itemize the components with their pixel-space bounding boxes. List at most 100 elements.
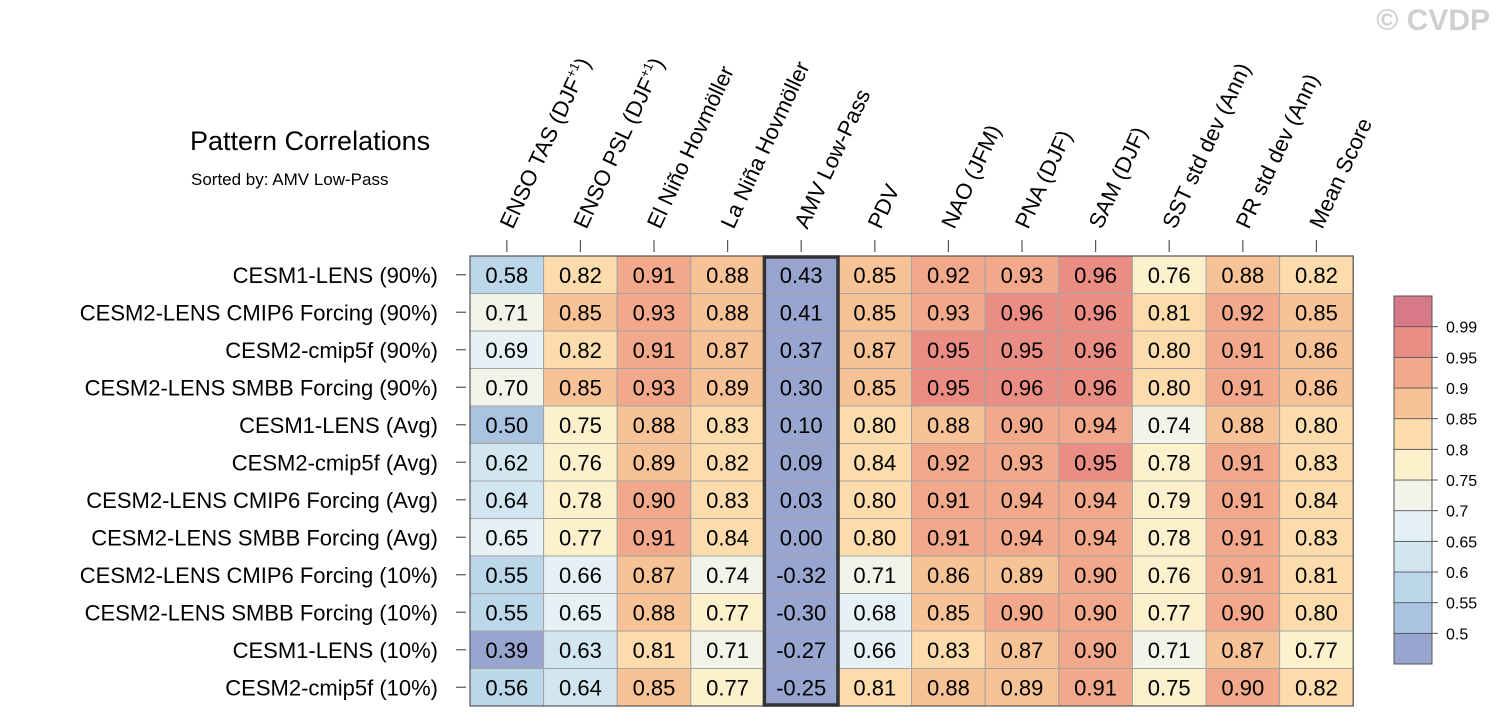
cell-value-label: 0.80 bbox=[1295, 413, 1338, 438]
row-label: CESM2-cmip5f (90%) bbox=[225, 338, 438, 363]
heatmap-cell bbox=[1205, 480, 1281, 519]
heatmap-cell bbox=[1131, 518, 1207, 557]
heatmap-cell bbox=[984, 255, 1060, 294]
heatmap-cell bbox=[1205, 518, 1281, 557]
cell-value-label: 0.84 bbox=[706, 525, 749, 550]
heatmap-cell bbox=[616, 555, 692, 594]
cell-value-label: 0.71 bbox=[1148, 638, 1191, 663]
heatmap-cell bbox=[1058, 593, 1133, 632]
colorbar-swatch bbox=[1393, 602, 1433, 634]
cell-value-label: 0.95 bbox=[927, 375, 970, 400]
cell-value-label: 0.82 bbox=[559, 263, 602, 288]
heatmap-cell bbox=[690, 330, 765, 369]
cell-value-label: 0.81 bbox=[633, 638, 676, 663]
heatmap-cell bbox=[837, 630, 913, 669]
heatmap-cell bbox=[1279, 518, 1354, 557]
cvdp-watermark: © CVDP bbox=[1376, 4, 1490, 37]
heatmap-cell bbox=[543, 630, 618, 669]
cell-value-label: -0.25 bbox=[776, 675, 826, 700]
cell-value-label: -0.32 bbox=[776, 563, 826, 588]
heatmap-cell bbox=[837, 593, 913, 632]
heatmap-cell bbox=[543, 593, 618, 632]
cell-value-label: 0.91 bbox=[1221, 338, 1264, 363]
cell-value-label: 0.70 bbox=[485, 375, 528, 400]
cell-value-label: 0.86 bbox=[927, 563, 970, 588]
colorbar-tick-label: 0.99 bbox=[1446, 320, 1477, 337]
cell-value-label: 0.88 bbox=[927, 413, 970, 438]
heatmap-cell bbox=[763, 518, 839, 557]
row-label: CESM2-cmip5f (10%) bbox=[225, 675, 438, 700]
cell-value-label: 0.78 bbox=[559, 488, 602, 513]
heatmap-cell bbox=[911, 443, 986, 482]
heatmap-cell bbox=[1058, 518, 1133, 557]
colorbar-swatch bbox=[1393, 418, 1433, 450]
cell-value-label: 0.78 bbox=[1148, 450, 1191, 475]
colorbar-swatch bbox=[1393, 540, 1433, 573]
highlighted-column-outline bbox=[762, 255, 840, 707]
colorbar-tick-label: 0.5 bbox=[1446, 626, 1468, 643]
cell-value-label: 0.83 bbox=[1295, 450, 1338, 475]
cell-value-label: 0.88 bbox=[633, 413, 676, 438]
cell-value-label: 0.41 bbox=[780, 300, 823, 325]
row-label: CESM2-LENS CMIP6 Forcing (10%) bbox=[80, 563, 438, 588]
cell-value-label: 0.82 bbox=[559, 338, 602, 363]
cell-value-label: 0.77 bbox=[706, 675, 749, 700]
cell-value-label: 0.09 bbox=[780, 450, 823, 475]
cell-value-label: 0.81 bbox=[1148, 300, 1191, 325]
cell-value-label: 0.63 bbox=[559, 638, 602, 663]
heatmap-cell bbox=[543, 480, 618, 519]
heatmap-cell bbox=[984, 593, 1060, 632]
heatmap-cell bbox=[837, 405, 913, 444]
colorbar-swatch bbox=[1393, 571, 1433, 604]
heatmap-cell bbox=[984, 668, 1060, 707]
heatmap-cell bbox=[690, 443, 765, 482]
cell-value-label: 0.91 bbox=[1221, 450, 1264, 475]
cell-value-label: 0.75 bbox=[559, 413, 602, 438]
heatmap-cell bbox=[911, 368, 986, 407]
colorbar-tick-label: 0.6 bbox=[1446, 565, 1468, 582]
heatmap-cell bbox=[616, 368, 692, 407]
chart-subtitle: Sorted by: AMV Low-Pass bbox=[191, 170, 389, 189]
cell-value-label: 0.86 bbox=[1295, 375, 1338, 400]
cell-value-label: -0.27 bbox=[776, 638, 826, 663]
heatmap-cell bbox=[763, 480, 839, 519]
heatmap-cell bbox=[616, 630, 692, 669]
cell-value-label: 0.90 bbox=[1001, 600, 1044, 625]
heatmap-cell bbox=[1131, 555, 1207, 594]
cell-value-label: 0.94 bbox=[1074, 525, 1117, 550]
heatmap-cell bbox=[1131, 405, 1207, 444]
heatmap-cell bbox=[1279, 330, 1354, 369]
cell-value-label: 0.56 bbox=[485, 675, 528, 700]
cell-value-label: 0.68 bbox=[853, 600, 896, 625]
cell-value-label: 0.66 bbox=[853, 638, 896, 663]
heatmap-cell bbox=[837, 480, 913, 519]
cell-value-label: 0.65 bbox=[485, 525, 528, 550]
heatmap-cell bbox=[911, 630, 986, 669]
cell-value-label: 0.87 bbox=[1221, 638, 1264, 663]
cell-value-label: 0.50 bbox=[485, 413, 528, 438]
cell-value-label: 0.87 bbox=[633, 563, 676, 588]
cell-value-label: 0.79 bbox=[1148, 488, 1191, 513]
cell-value-label: 0.92 bbox=[927, 263, 970, 288]
cell-value-label: -0.30 bbox=[776, 600, 826, 625]
cell-value-label: 0.37 bbox=[780, 338, 823, 363]
cell-value-label: 0.69 bbox=[485, 338, 528, 363]
cell-value-label: 0.92 bbox=[927, 450, 970, 475]
cell-value-label: 0.94 bbox=[1074, 488, 1117, 513]
heatmap-cell bbox=[1279, 255, 1354, 294]
cell-value-label: 0.89 bbox=[1001, 563, 1044, 588]
cell-value-label: 0.89 bbox=[633, 450, 676, 475]
cell-value-label: 0.55 bbox=[485, 563, 528, 588]
heatmap-cell bbox=[543, 255, 618, 294]
cell-value-label: 0.93 bbox=[1001, 450, 1044, 475]
row-label: CESM2-LENS CMIP6 Forcing (Avg) bbox=[86, 488, 438, 513]
cell-value-label: 0.64 bbox=[559, 675, 602, 700]
cell-value-label: 0.66 bbox=[559, 563, 602, 588]
row-label: CESM2-LENS SMBB Forcing (10%) bbox=[85, 600, 438, 625]
cell-value-label: 0.95 bbox=[927, 338, 970, 363]
column-label: AMV Low-Pass bbox=[789, 85, 875, 232]
colorbar-tick-label: 0.75 bbox=[1446, 473, 1477, 490]
heatmap-cell bbox=[690, 480, 765, 519]
heatmap-cell bbox=[690, 593, 765, 632]
heatmap-cell bbox=[984, 630, 1060, 669]
